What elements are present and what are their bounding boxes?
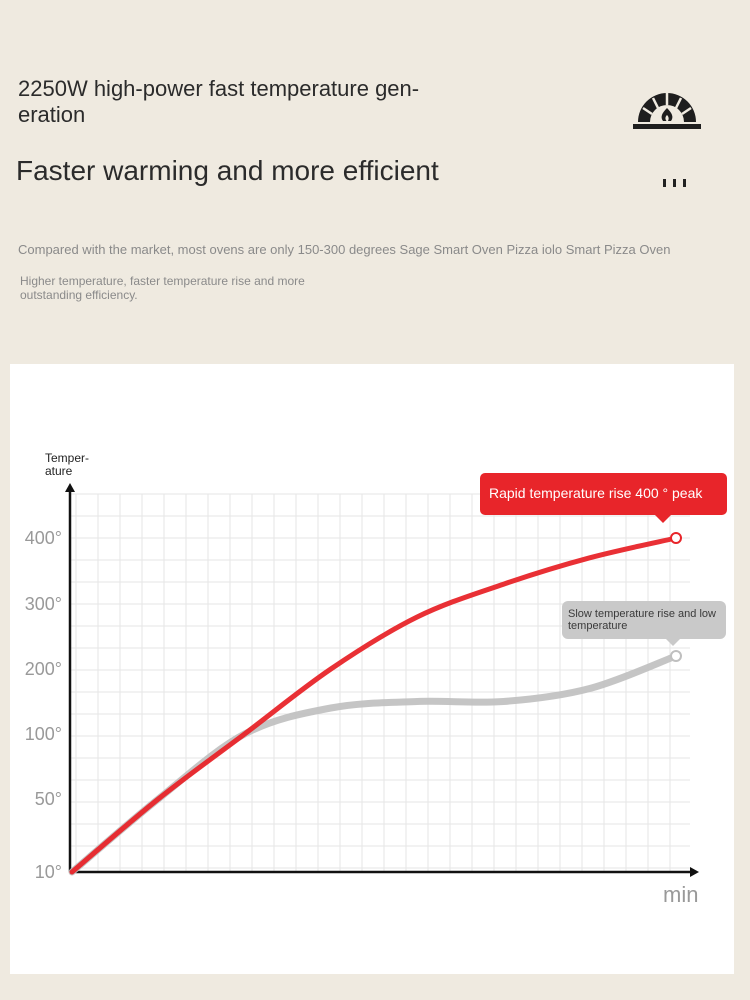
page-title: 2250W high-power fast temperature gen-er… bbox=[18, 76, 420, 127]
red-series-end-point bbox=[670, 532, 682, 544]
grey-series-line bbox=[68, 652, 680, 876]
three-dots-icon[interactable] bbox=[662, 178, 690, 188]
pizza-oven-flame-icon bbox=[633, 93, 701, 129]
y-tick-label: 200° bbox=[25, 659, 62, 679]
y-tick-label: 10° bbox=[35, 862, 62, 882]
x-axis-arrow bbox=[690, 867, 699, 877]
y-axis-arrow bbox=[65, 483, 75, 492]
y-axis-label: Temper-ature bbox=[45, 451, 90, 478]
temperature-chart: 10° 50° 100° 200° 300° 400° bbox=[25, 483, 699, 882]
efficiency-description: Higher temperature, faster temperature r… bbox=[20, 274, 305, 302]
y-tick-label: 50° bbox=[35, 789, 62, 809]
x-axis-label: min bbox=[663, 882, 699, 907]
page-subtitle: Faster warming and more efficient bbox=[16, 155, 439, 186]
red-series-callout: Rapid temperature rise 400 ° peak bbox=[480, 473, 727, 523]
y-tick-label: 300° bbox=[25, 594, 62, 614]
grey-series-end-point bbox=[670, 650, 682, 662]
grey-series-callout: Slow temperature rise and low temperatur… bbox=[562, 601, 726, 646]
y-tick-label: 100° bbox=[25, 724, 62, 744]
red-series-line bbox=[69, 535, 679, 875]
y-tick-label: 400° bbox=[25, 528, 62, 548]
comparison-description: Compared with the market, most ovens are… bbox=[18, 242, 671, 257]
chart-panel: 10° 50° 100° 200° 300° 400° Temper-ature min … bbox=[10, 364, 734, 974]
